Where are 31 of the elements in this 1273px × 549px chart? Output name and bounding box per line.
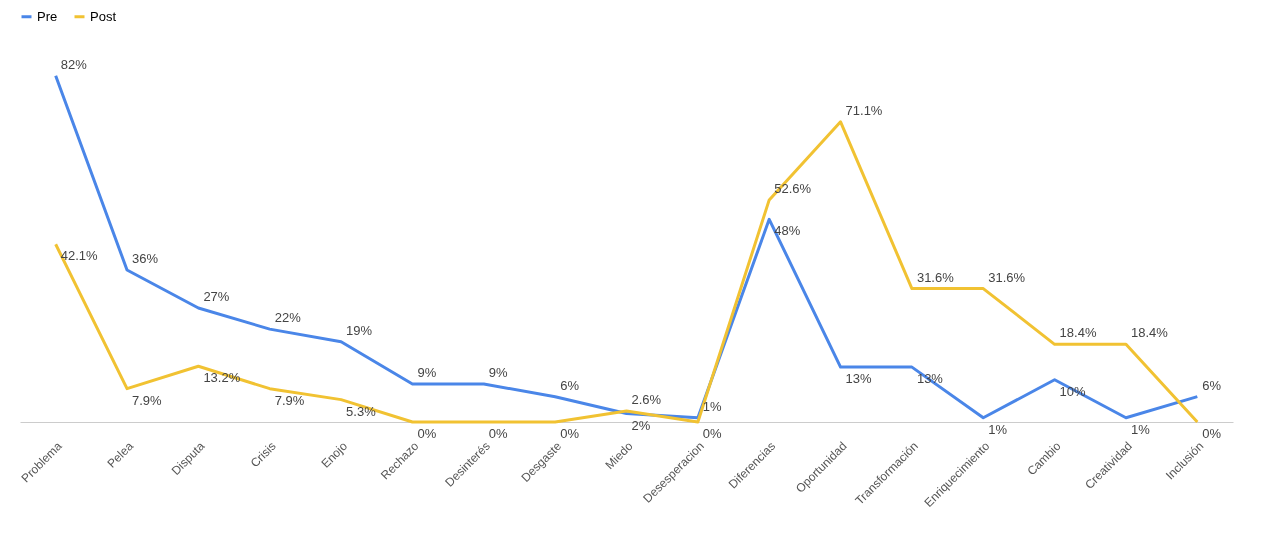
- data-label: 19%: [346, 322, 373, 338]
- data-label: 36%: [132, 251, 159, 266]
- data-label: 6%: [1202, 377, 1222, 393]
- data-label: 31.6%: [916, 269, 955, 285]
- data-label: 9%: [417, 365, 437, 380]
- data-label: 0%: [488, 426, 509, 441]
- legend-label: Pre: [37, 8, 58, 24]
- data-label: 1%: [1130, 421, 1151, 437]
- legend-label: Post: [90, 8, 117, 24]
- data-label: 7.9%: [274, 392, 305, 408]
- data-label: 1%: [702, 398, 723, 414]
- data-label: 6%: [560, 377, 580, 393]
- data-label: 82%: [60, 56, 88, 72]
- data-label: 7.9%: [132, 392, 163, 408]
- data-label: 18.4%: [1130, 325, 1169, 341]
- data-label: 0%: [417, 426, 437, 441]
- data-label: 27%: [203, 289, 230, 304]
- data-label: 31.6%: [988, 269, 1026, 285]
- data-label: 13.2%: [203, 370, 241, 386]
- data-label: 0%: [702, 426, 723, 441]
- data-label: 9%: [488, 365, 509, 380]
- data-label: 1%: [988, 421, 1008, 437]
- data-label: 5.3%: [346, 403, 377, 419]
- data-label: 2.6%: [631, 392, 662, 408]
- data-label: 71.1%: [845, 102, 883, 118]
- data-label: 0%: [560, 426, 580, 441]
- data-label: 13%: [845, 371, 873, 387]
- data-label: 0%: [1202, 426, 1222, 441]
- data-label: 22%: [274, 310, 302, 326]
- data-label: 2%: [631, 417, 651, 433]
- data-label: 18.4%: [1059, 325, 1097, 341]
